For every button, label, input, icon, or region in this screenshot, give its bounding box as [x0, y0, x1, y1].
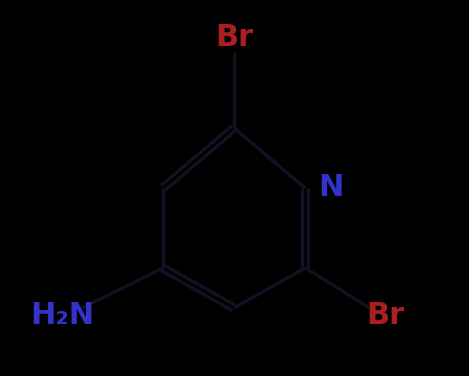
- Text: H₂N: H₂N: [30, 302, 94, 331]
- Text: Br: Br: [215, 23, 253, 53]
- Text: N: N: [318, 173, 343, 203]
- Text: Br: Br: [366, 302, 404, 331]
